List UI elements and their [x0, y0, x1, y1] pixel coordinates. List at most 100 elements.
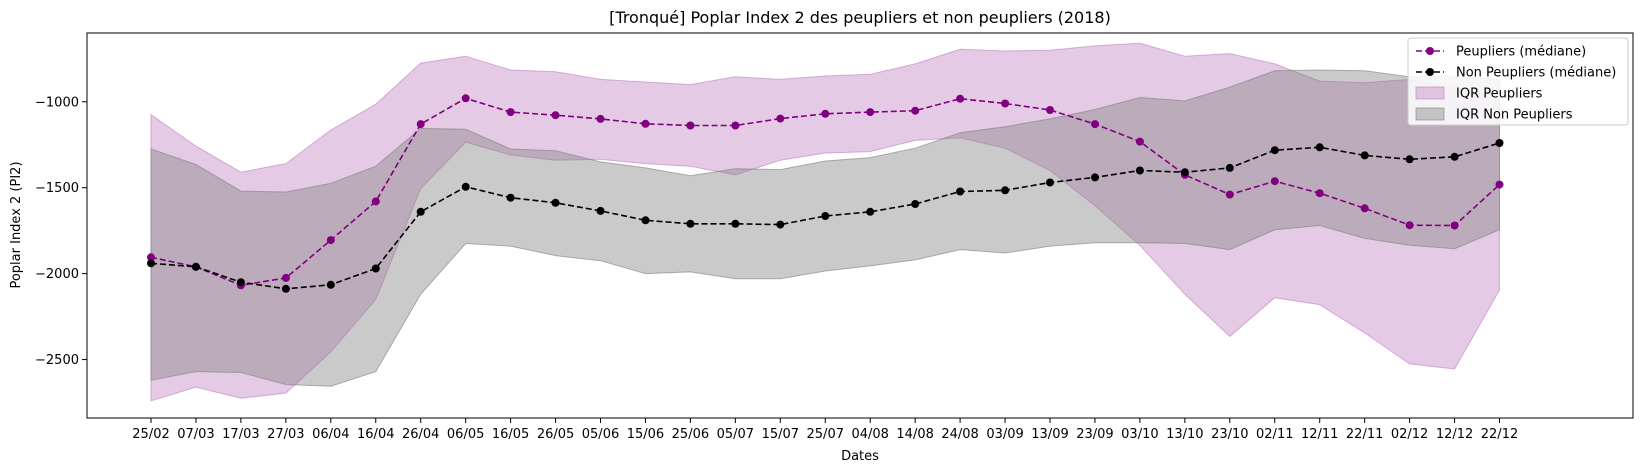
- data-point-peupliers: [1450, 221, 1459, 230]
- legend-marker-swatch: [1426, 68, 1434, 76]
- x-tick-label: 22/12: [1481, 427, 1518, 442]
- data-point-peupliers: [1315, 189, 1324, 198]
- data-point-peupliers: [911, 106, 920, 115]
- data-point-non-peupliers: [1495, 139, 1504, 147]
- data-point-peupliers: [281, 273, 290, 282]
- data-point-non-peupliers: [821, 212, 830, 220]
- x-tick-label: 24/08: [941, 427, 978, 442]
- iqr-band-non-peupliers: [150, 69, 1500, 387]
- data-point-non-peupliers: [416, 207, 425, 216]
- data-point-peupliers: [1270, 177, 1279, 186]
- x-tick-label: 25/06: [672, 427, 709, 442]
- x-tick-label: 05/06: [582, 427, 619, 442]
- y-tick-label: −1000: [35, 95, 79, 110]
- data-point-peupliers: [506, 108, 515, 117]
- legend-band-swatch: [1415, 107, 1445, 121]
- data-point-non-peupliers: [731, 219, 740, 228]
- x-tick-label: 26/05: [537, 427, 574, 442]
- x-tick-label: 15/06: [627, 427, 664, 442]
- chart-title: [Tronqué] Poplar Index 2 des peupliers e…: [609, 8, 1111, 27]
- data-point-non-peupliers: [147, 259, 155, 268]
- data-point-peupliers: [461, 94, 470, 103]
- data-point-peupliers: [1360, 204, 1369, 213]
- legend-label: IQR Non Peupliers: [1456, 108, 1573, 123]
- legend-label: Peupliers (médiane): [1456, 45, 1586, 60]
- data-point-non-peupliers: [281, 284, 290, 293]
- x-tick-label: 03/09: [986, 427, 1023, 442]
- data-point-non-peupliers: [1315, 143, 1324, 152]
- data-point-peupliers: [551, 111, 560, 120]
- axes-frame: [86, 32, 1634, 419]
- plot-area: [147, 42, 1504, 402]
- data-point-peupliers: [596, 114, 605, 123]
- x-tick-label: 13/10: [1166, 427, 1203, 442]
- data-point-non-peupliers: [236, 278, 245, 287]
- data-point-peupliers: [956, 94, 965, 103]
- data-point-non-peupliers: [1180, 168, 1189, 177]
- data-point-peupliers: [731, 121, 740, 130]
- data-point-non-peupliers: [1360, 151, 1369, 160]
- x-tick-label: 04/08: [851, 427, 888, 442]
- data-point-peupliers: [821, 109, 830, 118]
- x-tick-label: 23/09: [1076, 427, 1113, 442]
- data-point-non-peupliers: [1225, 163, 1234, 172]
- data-point-peupliers: [1225, 190, 1234, 199]
- x-tick-label: 26/04: [402, 427, 439, 442]
- data-point-non-peupliers: [1001, 186, 1010, 195]
- data-point-non-peupliers: [1091, 173, 1099, 182]
- data-point-non-peupliers: [191, 262, 200, 271]
- data-point-peupliers: [1135, 137, 1144, 146]
- x-tick-label: 15/07: [762, 427, 799, 442]
- data-point-non-peupliers: [461, 182, 470, 191]
- data-point-non-peupliers: [866, 207, 875, 216]
- legend: Peupliers (médiane) Non Peupliers (médian…: [1407, 37, 1629, 126]
- data-point-peupliers: [641, 119, 650, 128]
- x-tick-label: 03/10: [1121, 427, 1158, 442]
- data-point-non-peupliers: [911, 200, 920, 208]
- data-point-peupliers: [776, 114, 785, 123]
- data-point-peupliers: [326, 236, 335, 245]
- x-axis-label: Dates: [841, 449, 879, 464]
- axes: −1000 −1500 −2000 −2500 25/02 07/03 17/03 27/03…: [35, 95, 1518, 442]
- data-point-peupliers: [1495, 180, 1504, 189]
- y-tick-label: −2500: [35, 353, 79, 368]
- x-tick-label: 27/03: [267, 427, 304, 442]
- legend-box: [1407, 37, 1629, 126]
- data-point-peupliers: [1046, 106, 1054, 114]
- x-tick-label: 02/11: [1256, 427, 1293, 442]
- data-point-non-peupliers: [1135, 166, 1144, 175]
- data-point-non-peupliers: [371, 264, 380, 273]
- data-point-peupliers: [866, 108, 875, 117]
- x-tick-label: 17/03: [222, 427, 259, 442]
- data-point-non-peupliers: [776, 220, 785, 229]
- x-tick-label: 07/03: [177, 427, 214, 442]
- data-point-non-peupliers: [326, 280, 335, 289]
- data-point-non-peupliers: [1450, 152, 1459, 161]
- x-tick-label: 16/04: [357, 427, 394, 442]
- x-tick-label: 13/09: [1031, 427, 1068, 442]
- x-tick-label: 02/12: [1391, 427, 1428, 442]
- x-tick-label: 12/12: [1436, 427, 1473, 442]
- x-tick-label: 05/07: [717, 427, 754, 442]
- data-point-non-peupliers: [1405, 155, 1414, 164]
- legend-marker-swatch: [1426, 47, 1434, 55]
- iqr-band-peupliers: [150, 42, 1500, 402]
- x-tick-label: 23/10: [1211, 427, 1248, 442]
- data-point-peupliers: [1001, 99, 1010, 108]
- legend-band-swatch: [1415, 86, 1445, 100]
- x-tick-label: 12/11: [1301, 427, 1338, 442]
- x-tick-label: 25/02: [132, 427, 169, 442]
- x-tick-label: 06/04: [312, 427, 349, 442]
- data-point-non-peupliers: [641, 216, 650, 225]
- data-point-peupliers: [686, 121, 695, 130]
- x-tick-label: 25/07: [807, 427, 844, 442]
- data-point-non-peupliers: [1046, 178, 1054, 187]
- data-point-peupliers: [371, 197, 380, 206]
- data-point-non-peupliers: [686, 219, 695, 228]
- data-point-non-peupliers: [1270, 146, 1279, 155]
- y-tick-label: −2000: [35, 267, 79, 282]
- legend-label: IQR Peupliers: [1456, 87, 1543, 102]
- legend-label: Non Peupliers (médiane): [1456, 66, 1616, 81]
